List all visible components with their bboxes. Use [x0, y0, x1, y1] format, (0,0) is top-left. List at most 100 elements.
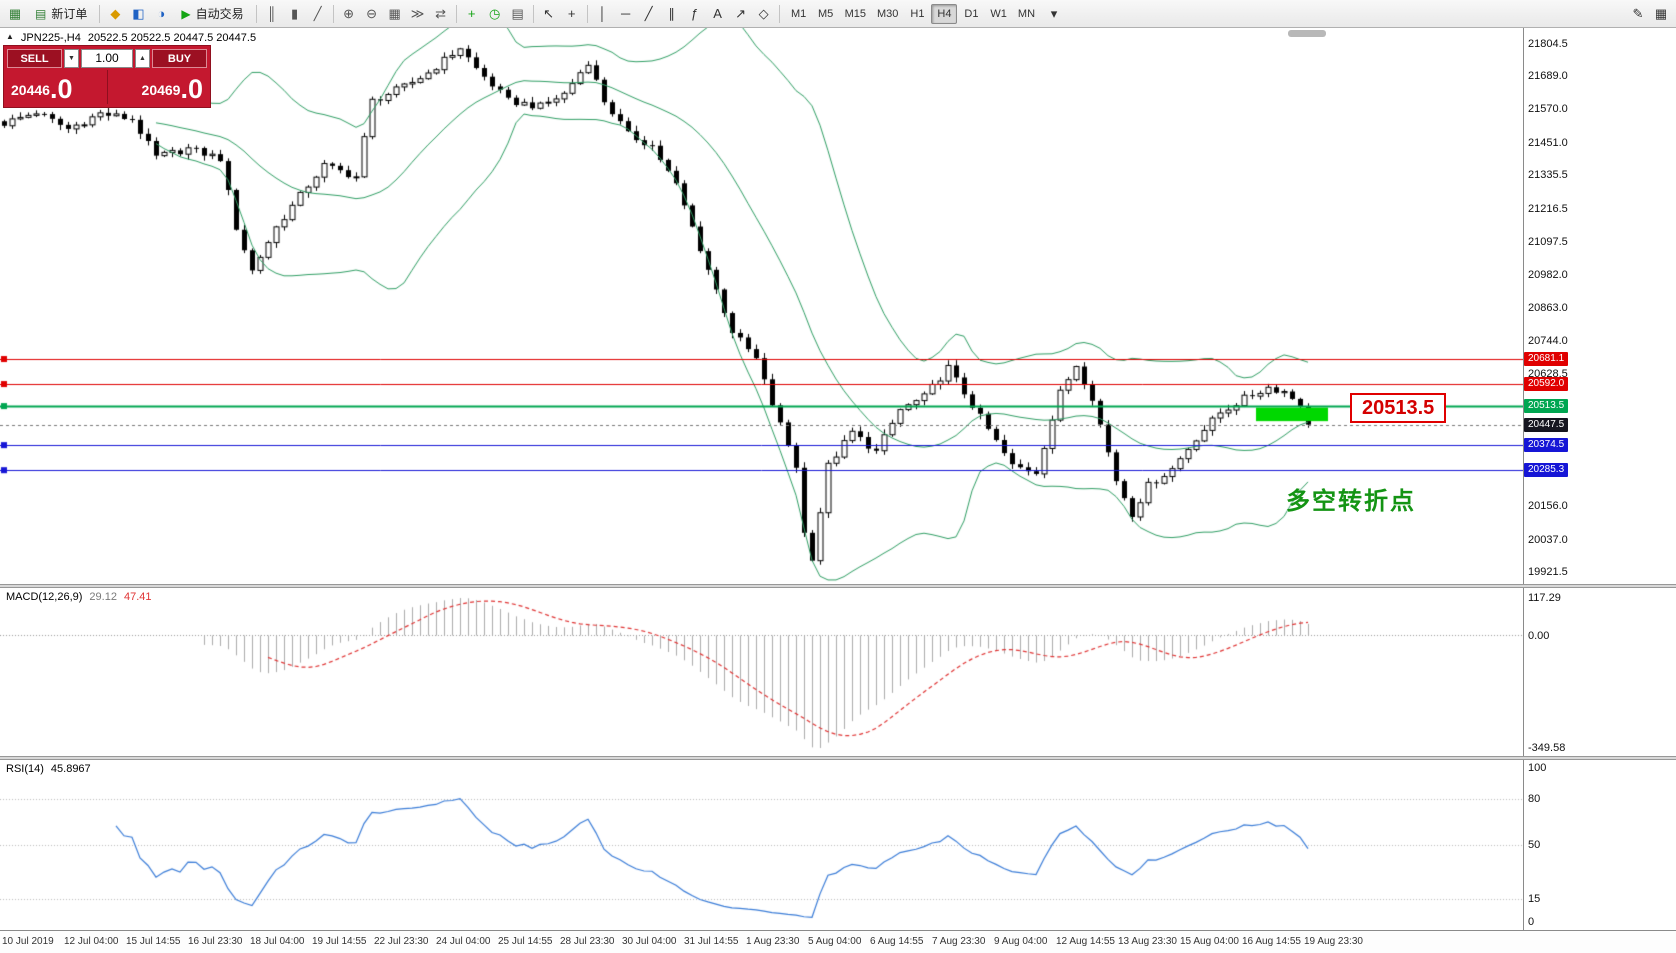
- price-tag: 20513.5: [1524, 399, 1569, 414]
- macd-chart-area[interactable]: MACD(12,26,9) 29.12 47.41: [0, 588, 1524, 756]
- price-tick: 21689.0: [1528, 70, 1568, 83]
- buy-price[interactable]: 20469 .0: [106, 70, 208, 104]
- macd-axis[interactable]: 117.29 0.00 -349.58: [1524, 588, 1676, 756]
- rsi-name: RSI(14): [6, 763, 44, 775]
- vertical-line-icon[interactable]: │: [598, 6, 607, 21]
- timeframe-h4[interactable]: H4: [931, 3, 958, 24]
- toolbar-separator: [455, 4, 457, 23]
- rsi-tick: 100: [1528, 762, 1547, 774]
- chart-bars-icon[interactable]: ║: [267, 6, 277, 21]
- rsi-tick: 15: [1528, 892, 1541, 905]
- macd-label: MACD(12,26,9) 29.12 47.41: [6, 591, 151, 603]
- horizontal-line-icon[interactable]: ─: [621, 6, 631, 21]
- arrows-icon[interactable]: ↗: [735, 5, 747, 21]
- oneclick-toggle-icon[interactable]: ▲: [6, 32, 14, 41]
- price-tick: 21451.0: [1528, 136, 1568, 149]
- chart-shift-icon[interactable]: ⇄: [435, 5, 447, 21]
- new-order-button[interactable]: ▤ 新订单: [27, 3, 95, 25]
- templates-icon[interactable]: ▤: [511, 5, 524, 21]
- buy-button[interactable]: BUY: [152, 49, 207, 68]
- buy-price-main: 20469: [141, 82, 181, 98]
- timeframe-group: M1 M5 M15 M30 H1 H4 D1 W1 MN: [786, 3, 1040, 24]
- data-window-icon[interactable]: ◑: [157, 6, 166, 21]
- chart-title: JPN225-,H4: [20, 32, 81, 44]
- rsi-panel: RSI(14) 45.8967 100 80 50 15 0: [0, 760, 1676, 930]
- timeframe-d1[interactable]: D1: [964, 7, 979, 20]
- autotrade-icon: ▶: [181, 6, 191, 21]
- timeframe-h1[interactable]: H1: [910, 7, 925, 20]
- rsi-axis[interactable]: 100 80 50 15 0: [1524, 760, 1676, 930]
- rsi-tick: 0: [1528, 916, 1535, 928]
- zoom-in-icon[interactable]: ⊕: [343, 5, 355, 21]
- indicators-icon[interactable]: +: [467, 6, 476, 21]
- sell-price[interactable]: 20446 .0: [7, 70, 107, 104]
- price-tag: 20447.5: [1524, 417, 1569, 432]
- chart-line-icon[interactable]: ╱: [313, 5, 322, 21]
- panel-divider[interactable]: [0, 584, 1676, 588]
- price-callout-label[interactable]: 20513.5: [1350, 392, 1447, 423]
- text-label-icon[interactable]: A: [713, 6, 722, 21]
- toolbar-separator: [532, 4, 534, 23]
- price-tag: 20681.1: [1524, 352, 1569, 367]
- volume-increase-button[interactable]: ▲: [135, 49, 150, 68]
- chart-scroll-thumb[interactable]: [1288, 30, 1326, 37]
- new-chart-icon[interactable]: ▦: [8, 5, 22, 21]
- toolbar: ▦ ▤ 新订单 ◆ ◧ ◑ ▶ 自动交易 ║ ▮ ╱ ⊕ ⊖ ▦ ≫ ⇄ + ◷ ▤ ↖ + │ ─ ╱ ∥ ƒ A ↗ ◇ M1 M5 M1…: [0, 0, 1676, 28]
- crosshair-icon[interactable]: +: [567, 6, 576, 21]
- time-label: 24 Jul 04:00: [436, 936, 491, 947]
- grid-icon[interactable]: ▦: [1654, 5, 1668, 21]
- timeframe-mn[interactable]: MN: [1017, 7, 1036, 20]
- timeframe-m15[interactable]: M15: [844, 7, 867, 20]
- timeframe-m1[interactable]: M1: [790, 7, 807, 20]
- timeframe-m5[interactable]: M5: [817, 7, 834, 20]
- trendline-icon[interactable]: ╱: [644, 5, 653, 21]
- time-axis[interactable]: 10 Jul 2019 12 Jul 04:00 15 Jul 14:55 16 Ju…: [0, 930, 1676, 953]
- volume-decrease-button[interactable]: ▼: [64, 49, 79, 68]
- periods-icon[interactable]: ◷: [488, 5, 501, 21]
- chart-workspace: ▲ JPN225-,H4 20522.5 20522.5 20447.5 204…: [0, 28, 1676, 953]
- time-label: 19 Aug 23:30: [1304, 936, 1363, 947]
- edit-icon[interactable]: ✎: [1632, 5, 1644, 21]
- time-label: 9 Aug 04:00: [994, 936, 1048, 947]
- price-axis[interactable]: 21804.5 21689.0 21570.0 21451.0 21335.5 21216…: [1524, 28, 1676, 584]
- price-tick: 21570.0: [1528, 103, 1568, 116]
- toolbar-overflow-chevron-icon[interactable]: ▾: [1050, 5, 1058, 21]
- cursor-icon[interactable]: ↖: [543, 5, 555, 21]
- price-tick: 20863.0: [1528, 301, 1568, 314]
- market-watch-icon[interactable]: ◧: [132, 5, 145, 21]
- fibonacci-icon[interactable]: ƒ: [690, 6, 699, 21]
- time-label: 12 Aug 14:55: [1056, 936, 1115, 947]
- price-tick: 20744.0: [1528, 335, 1568, 348]
- timeframe-w1[interactable]: W1: [990, 7, 1007, 20]
- one-click-prices: 20446 .0 20469 .0: [7, 70, 207, 104]
- channel-icon[interactable]: ∥: [668, 5, 675, 21]
- chart-candles-icon[interactable]: ▮: [291, 5, 299, 21]
- chart-header: ▲ JPN225-,H4 20522.5 20522.5 20447.5 204…: [6, 32, 256, 44]
- time-label: 16 Jul 23:30: [188, 936, 243, 947]
- sell-button[interactable]: SELL: [7, 49, 62, 68]
- volume-input[interactable]: 1.00: [81, 49, 133, 68]
- price-tick: 20037.0: [1528, 533, 1568, 546]
- auto-scroll-icon[interactable]: ≫: [410, 5, 425, 21]
- toolbar-separator: [255, 4, 257, 23]
- rsi-canvas[interactable]: [0, 760, 1523, 930]
- macd-name: MACD(12,26,9): [6, 591, 83, 603]
- panel-divider[interactable]: [0, 756, 1676, 760]
- macd-tick: 0.00: [1528, 629, 1550, 642]
- shapes-icon[interactable]: ◇: [758, 5, 769, 21]
- tile-windows-icon[interactable]: ▦: [388, 5, 401, 21]
- profiles-icon[interactable]: ◆: [110, 5, 121, 21]
- rsi-chart-area[interactable]: RSI(14) 45.8967: [0, 760, 1524, 930]
- turning-point-note[interactable]: 多空转折点: [1286, 487, 1416, 515]
- time-label: 31 Jul 14:55: [684, 936, 739, 947]
- time-label: 1 Aug 23:30: [746, 936, 800, 947]
- main-chart-canvas[interactable]: [0, 28, 1523, 584]
- zoom-out-icon[interactable]: ⊖: [366, 5, 378, 21]
- main-chart-area[interactable]: ▲ JPN225-,H4 20522.5 20522.5 20447.5 204…: [0, 28, 1524, 584]
- timeframe-m30[interactable]: M30: [877, 7, 899, 20]
- rsi-tick: 50: [1528, 839, 1541, 851]
- autotrade-button[interactable]: ▶ 自动交易: [173, 3, 251, 25]
- macd-canvas[interactable]: [0, 588, 1523, 756]
- time-label: 12 Jul 04:00: [64, 936, 119, 947]
